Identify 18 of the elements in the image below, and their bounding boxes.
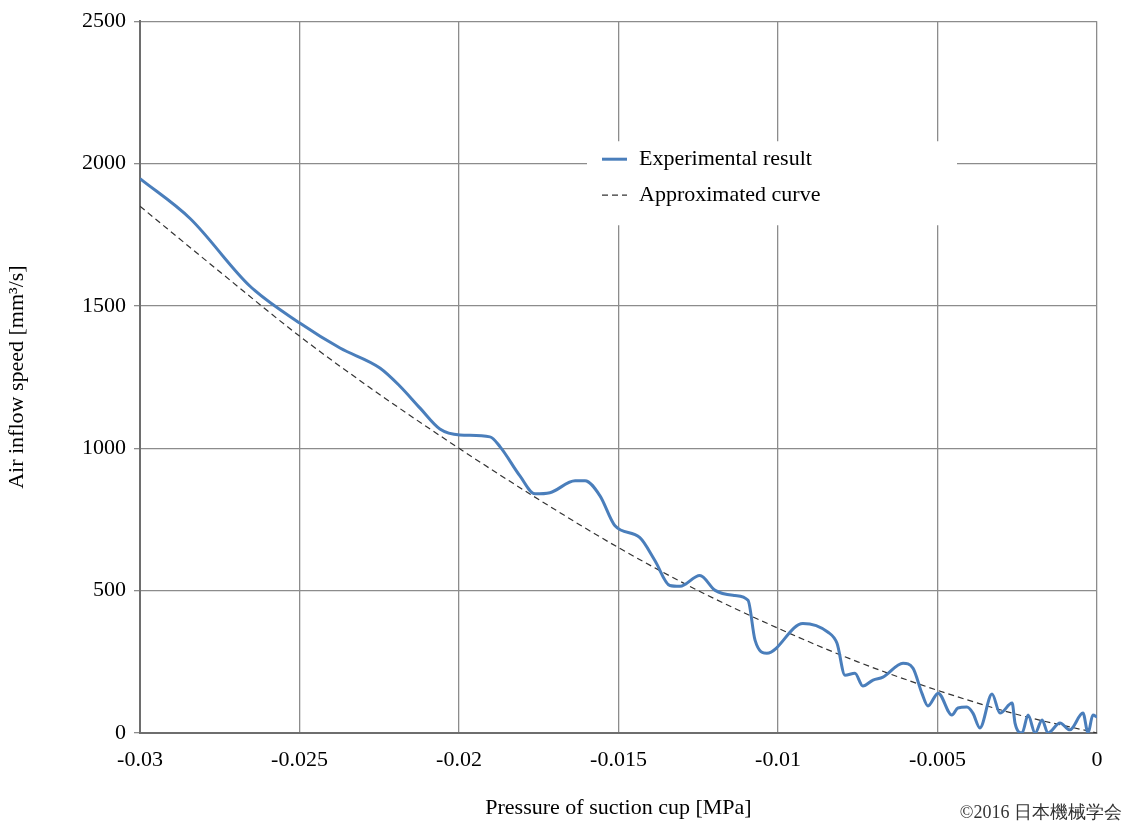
y-tick-label: 1500	[82, 291, 126, 317]
x-tick-label: 0	[1091, 745, 1103, 771]
legend-label: Approximated curve	[639, 180, 821, 206]
y-tick-label: 2500	[82, 6, 126, 32]
x-tick-label: -0.015	[590, 745, 647, 771]
y-tick-label: 2000	[82, 149, 126, 175]
x-tick-label: -0.01	[755, 745, 801, 771]
x-axis-title: Pressure of suction cup [MPa]	[485, 793, 752, 819]
x-tick-label: -0.025	[271, 745, 328, 771]
x-tick-label: -0.02	[436, 745, 482, 771]
x-tick-label: -0.005	[909, 745, 966, 771]
x-tick-label: -0.03	[117, 745, 163, 771]
y-tick-label: 0	[115, 718, 126, 744]
legend-label: Experimental result	[639, 144, 812, 170]
y-tick-label: 500	[93, 576, 126, 602]
y-axis-title: Air inflow speed [mm³/s]	[2, 265, 28, 489]
y-tick-label: 1000	[82, 434, 126, 460]
text: ©2016 日本機械学会	[959, 801, 1122, 822]
